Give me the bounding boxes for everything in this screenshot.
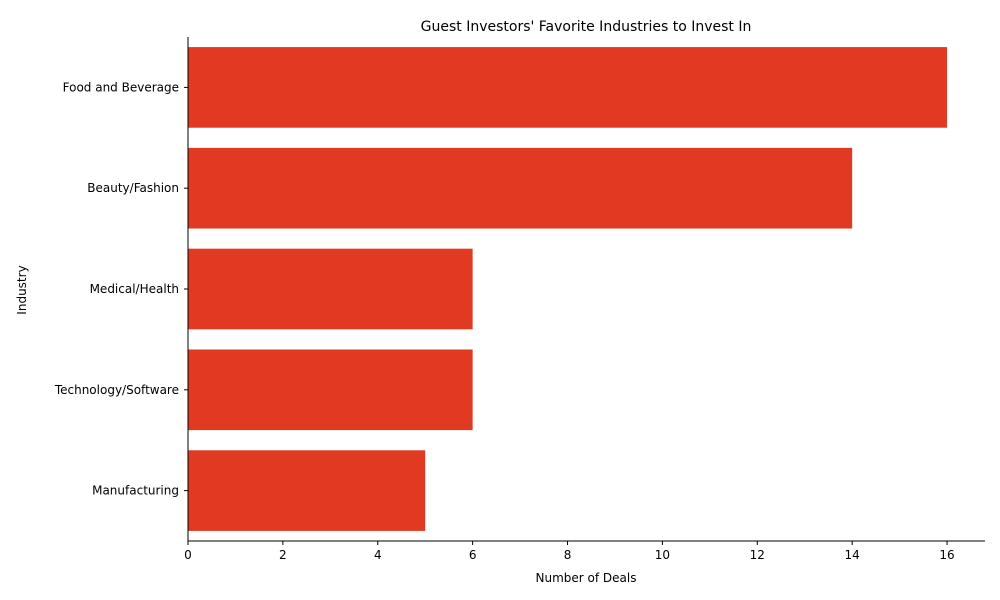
y-tick-label: Technology/Software	[54, 383, 179, 397]
x-axis: 0 2 4 6 8 10 12 14 16	[184, 540, 985, 562]
x-tick-label: 14	[845, 548, 860, 562]
x-tick-label: 12	[750, 548, 765, 562]
y-axis: Food and Beverage Beauty/Fashion Medical/H…	[54, 37, 189, 541]
x-tick-label: 2	[279, 548, 287, 562]
chart-title: Guest Investors' Favorite Industries to …	[421, 19, 752, 35]
x-tick-label: 6	[469, 548, 477, 562]
bar-food-and-beverage	[188, 47, 948, 128]
x-tick-label: 4	[374, 548, 382, 562]
y-tick-label: Food and Beverage	[63, 80, 179, 94]
x-tick-label: 16	[939, 548, 954, 562]
bar-medical-health	[188, 248, 473, 330]
bar-manufacturing	[188, 450, 426, 531]
y-tick-label: Manufacturing	[92, 484, 179, 498]
bar-technology-software	[188, 349, 473, 431]
bar-beauty-fashion	[188, 147, 853, 229]
y-tick-label: Medical/Health	[90, 282, 179, 296]
x-tick-label: 0	[184, 548, 192, 562]
x-tick-label: 8	[564, 548, 572, 562]
y-tick-label: Beauty/Fashion	[87, 181, 179, 195]
x-axis-label: Number of Deals	[536, 571, 637, 585]
x-tick-label: 10	[655, 548, 670, 562]
bars-group	[188, 47, 948, 531]
y-axis-label: Industry	[15, 265, 29, 314]
